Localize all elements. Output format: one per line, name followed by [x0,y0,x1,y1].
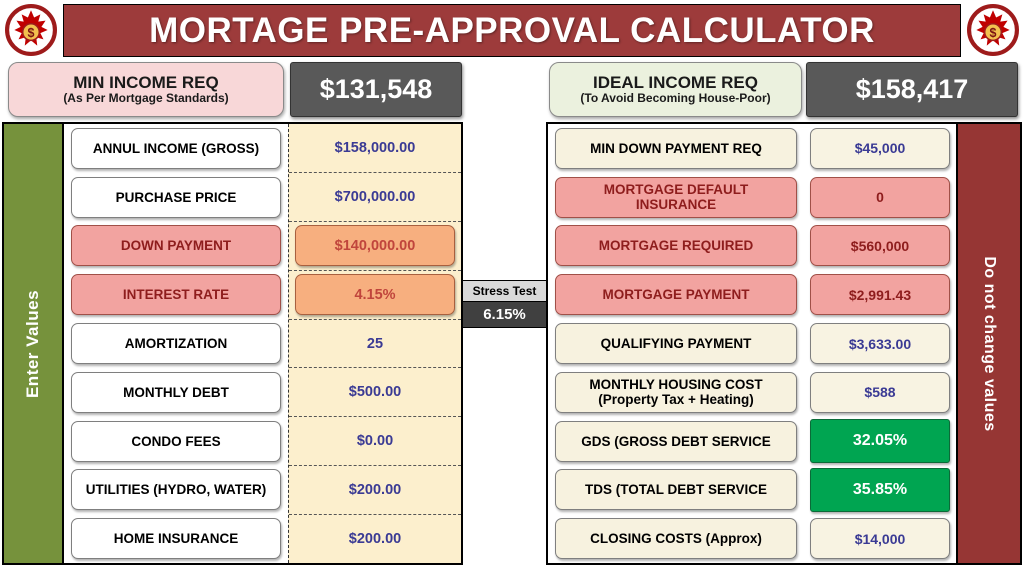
output-label-default-insurance: MORTGAGE DEFAULT INSURANCE [555,176,797,218]
output-value-monthly-housing-cost: $588 [810,371,950,413]
logo-left: $ [2,2,60,58]
input-label-monthly-debt: MONTHLY DEBT [71,371,281,413]
output-label-min-down-payment: MIN DOWN PAYMENT REQ [555,127,797,169]
input-label-annual-income: ANNUL INCOME (GROSS) [71,127,281,169]
input-value-utilities[interactable]: $200.00 [289,466,461,516]
title-bar: MORTAGE PRE-APPROVAL CALCULATOR [63,4,961,57]
output-label-qualifying-payment: QUALIFYING PAYMENT [555,323,797,365]
output-value-default-insurance: 0 [810,176,950,218]
stress-test-widget: Stress Test 6.15% [462,280,547,328]
input-value-amortization[interactable]: 25 [289,320,461,369]
input-label-condo-fees: CONDO FEES [71,420,281,462]
output-label-monthly-housing-cost-line2: (Property Tax + Heating) [598,392,754,408]
maple-leaf-badge-icon: $ [967,4,1019,56]
input-value-down-payment[interactable]: $140,000.00 [295,225,455,267]
output-values-column: $45,000 0 $560,000 $2,991.43 $3,633.00 $… [804,124,956,563]
enter-values-strip: Enter Values [4,124,64,563]
output-label-monthly-housing-cost-line1: MONTHLY HOUSING COST [589,377,763,393]
maple-leaf-badge-icon: $ [5,4,57,56]
output-value-mortgage-required: $560,000 [810,225,950,267]
input-values-column: $158,000.00 $700,000.00 $140,000.00 4.15… [288,124,461,563]
min-income-title: MIN INCOME REQ [73,72,219,92]
page-title: MORTAGE PRE-APPROVAL CALCULATOR [149,10,875,50]
svg-text:$: $ [28,26,35,40]
input-value-condo-fees[interactable]: $0.00 [289,417,461,467]
output-label-monthly-housing-cost: MONTHLY HOUSING COST (Property Tax + Hea… [555,371,797,413]
input-value-annual-income[interactable]: $158,000.00 [289,124,461,173]
do-not-change-strip: Do not change values [956,124,1020,563]
ideal-income-card: IDEAL INCOME REQ (To Avoid Becoming Hous… [549,62,802,117]
input-label-down-payment: DOWN PAYMENT [71,225,281,267]
output-value-closing-costs: $14,000 [810,518,950,560]
ideal-income-value: $158,417 [806,62,1018,117]
output-label-mortgage-required: MORTGAGE REQUIRED [555,225,797,267]
input-label-amortization: AMORTIZATION [71,323,281,365]
min-income-value: $131,548 [290,62,462,117]
output-label-tds: TDS (TOTAL DEBT SERVICE [555,469,797,511]
output-value-tds: 35.85% [810,467,950,512]
input-labels-column: ANNUL INCOME (GROSS) PURCHASE PRICE DOWN… [64,124,288,563]
input-value-home-insurance[interactable]: $200.00 [348,531,402,548]
do-not-change-label: Do not change values [981,255,998,432]
output-label-gds: GDS (GROSS DEBT SERVICE [555,420,797,462]
output-value-mortgage-payment: $2,991.43 [810,274,950,316]
output-value-qualifying-payment: $3,633.00 [810,323,950,365]
input-label-home-insurance: HOME INSURANCE [71,518,281,560]
output-label-mortgage-payment: MORTGAGE PAYMENT [555,274,797,316]
input-value-down-payment-cell: $140,000.00 [289,222,461,271]
input-value-interest-rate-cell: 4.15% [289,271,461,320]
input-value-interest-rate[interactable]: 4.15% [295,274,455,316]
ideal-income-title: IDEAL INCOME REQ [593,72,758,92]
stress-test-label: Stress Test [462,280,547,302]
input-label-utilities: UTILITIES (HYDRO, WATER) [71,469,281,511]
min-income-subtitle: (As Per Mortgage Standards) [63,91,229,106]
svg-text:$: $ [990,26,997,40]
min-income-card: MIN INCOME REQ (As Per Mortgage Standard… [8,62,284,117]
input-label-interest-rate: INTEREST RATE [71,274,281,316]
ideal-income-subtitle: (To Avoid Becoming House-Poor) [580,91,771,106]
input-value-monthly-debt[interactable]: $500.00 [289,368,461,418]
output-labels-column: MIN DOWN PAYMENT REQ MORTGAGE DEFAULT IN… [548,124,804,563]
output-value-min-down-payment: $45,000 [810,127,950,169]
output-value-gds: 32.05% [810,419,950,464]
inputs-panel: Enter Values ANNUL INCOME (GROSS) PURCHA… [2,122,463,565]
stress-test-value: 6.15% [462,302,547,328]
input-label-purchase-price: PURCHASE PRICE [71,176,281,218]
output-label-closing-costs: CLOSING COSTS (Approx) [555,518,797,560]
outputs-panel: MIN DOWN PAYMENT REQ MORTGAGE DEFAULT IN… [546,122,1022,565]
enter-values-label: Enter Values [23,289,42,398]
input-value-purchase-price[interactable]: $700,000.00 [289,173,461,222]
logo-right: $ [964,2,1022,58]
